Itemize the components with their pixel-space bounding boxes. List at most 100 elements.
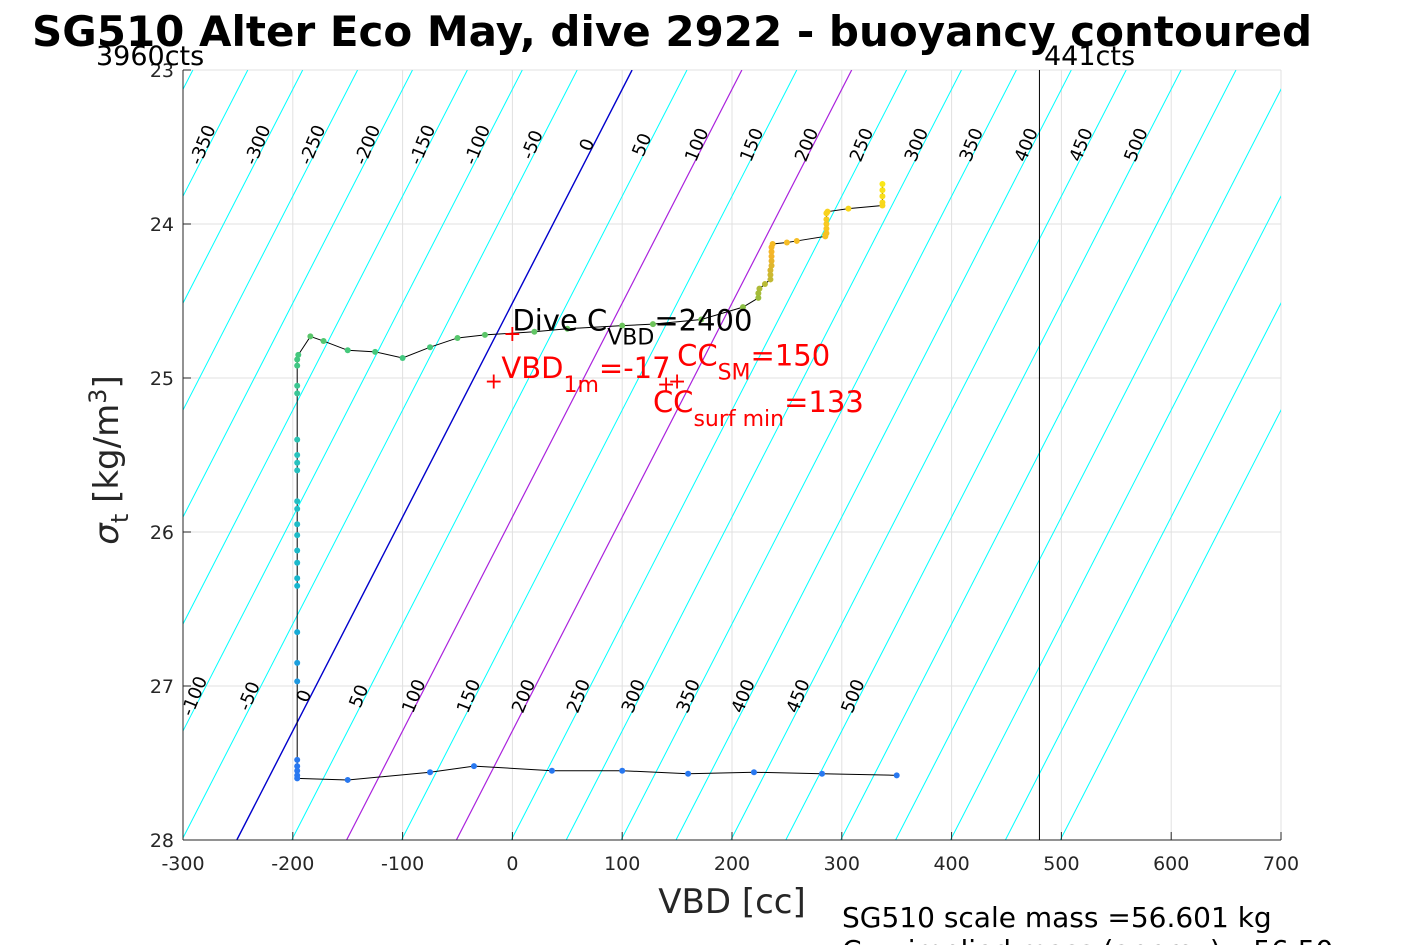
contour-label: -150 (405, 122, 440, 168)
trace-point (893, 772, 900, 779)
trace-point (823, 216, 830, 223)
trace-point (294, 659, 301, 666)
trace-point (294, 582, 301, 589)
trace-point (649, 321, 656, 328)
trace-point (879, 202, 886, 209)
x-tick-label: 300 (824, 853, 860, 875)
trace-point (822, 233, 829, 240)
trace-point (454, 334, 461, 341)
contour-label: -250 (296, 122, 331, 168)
trace-point (756, 285, 763, 292)
trace-point (294, 767, 301, 774)
contour-label: -300 (241, 122, 276, 168)
annotations: Dive CVBD=2400+VBD1m=-17+CCSM=150+CCsurf… (485, 303, 864, 432)
trace-point (750, 769, 757, 776)
annotation-text: VBD1m=-17 (501, 351, 670, 398)
y-tick-label: 25 (150, 368, 174, 390)
contour-label: 350 (956, 125, 988, 165)
trace-point (879, 180, 886, 187)
contour-label: 250 (563, 676, 595, 716)
annotation-marker: + (503, 322, 521, 347)
contour-line (346, 70, 743, 840)
trace-point (294, 356, 301, 363)
contour-label: 150 (736, 125, 768, 165)
contour-line (0, 70, 83, 840)
contour-label: -50 (234, 679, 264, 714)
contour-label: -200 (350, 122, 385, 168)
contour-label: 300 (901, 125, 933, 165)
contour-line (401, 70, 798, 840)
x-tick-label: 0 (506, 853, 518, 875)
trace-point (294, 459, 301, 466)
x-tick-label: 100 (604, 853, 640, 875)
trace-point (372, 348, 379, 355)
annotation-marker: + (485, 370, 503, 395)
contour-label: 400 (1010, 125, 1042, 165)
trace-point (320, 338, 327, 345)
contour-label: 100 (681, 125, 713, 165)
dive-trace (294, 180, 900, 783)
chart-title: SG510 Alter Eco May, dive 2922 - buoyanc… (32, 7, 1312, 56)
trace-point (294, 629, 301, 636)
trace-point (879, 187, 886, 194)
contour-line (620, 70, 1017, 840)
trace-point (427, 344, 434, 351)
y-tick-label: 26 (150, 522, 174, 544)
trace-point (294, 452, 301, 458)
x-tick-label: -300 (161, 853, 204, 875)
x-axis-label: VBD [cc] (658, 882, 806, 922)
trace-point (294, 575, 301, 582)
contour-line (1004, 302, 1281, 840)
y-tick-label: 24 (150, 214, 174, 236)
trace-point (767, 276, 774, 283)
trace-point (823, 221, 830, 227)
contour-label: 450 (782, 676, 814, 716)
tick-labels: -300 -200 -100 0 100 200 300 400 500 600 700232425… (150, 60, 1299, 875)
annotation-marker: + (668, 370, 686, 395)
trace-point (481, 331, 488, 338)
trace-point (768, 262, 775, 269)
trace-point (294, 382, 301, 389)
trace-point (294, 559, 301, 566)
contour-label: -100 (460, 122, 495, 168)
contour-label: 350 (673, 676, 705, 716)
x-tick-label: 600 (1153, 853, 1189, 875)
x-tick-label: -100 (381, 853, 424, 875)
x-tick-label: -200 (271, 853, 314, 875)
trace-point (739, 304, 746, 311)
contour-line (565, 70, 962, 840)
contour-line (950, 195, 1281, 840)
trace-point (294, 756, 301, 763)
trace-point (294, 775, 301, 782)
annotation-marker: + (657, 373, 675, 398)
trace-point (698, 316, 705, 323)
contour-label: 500 (1120, 125, 1152, 165)
contour-line (291, 70, 688, 840)
contour-labels: -350 -300 -250 -200 -150 -100 -50 0 50 100 150 200 2… (177, 122, 1152, 719)
trace-point (344, 347, 351, 354)
x-tick-label: 700 (1263, 853, 1299, 875)
contour-label: 0 (576, 136, 600, 154)
trace-point (307, 333, 314, 340)
contour-line (1059, 408, 1281, 840)
trace-point (294, 498, 301, 505)
annotation-text: CCSM=150 (677, 339, 830, 386)
trace-point (294, 678, 301, 685)
trace-point (845, 205, 852, 212)
trace-point (761, 281, 768, 288)
y-tick-label: 23 (150, 60, 174, 82)
trace-point (295, 351, 302, 358)
right-counts-label: 441cts (1044, 41, 1135, 72)
trace-point (294, 436, 301, 443)
trace-point (768, 248, 775, 255)
trace-point (399, 354, 406, 361)
trace-point (619, 767, 626, 774)
trace-point (879, 193, 886, 200)
trace-point (793, 237, 800, 244)
contour-line (0, 70, 28, 840)
trace-point (755, 294, 762, 301)
trace-point (685, 770, 692, 777)
contour-line (785, 70, 1182, 840)
trace-point (819, 770, 826, 777)
